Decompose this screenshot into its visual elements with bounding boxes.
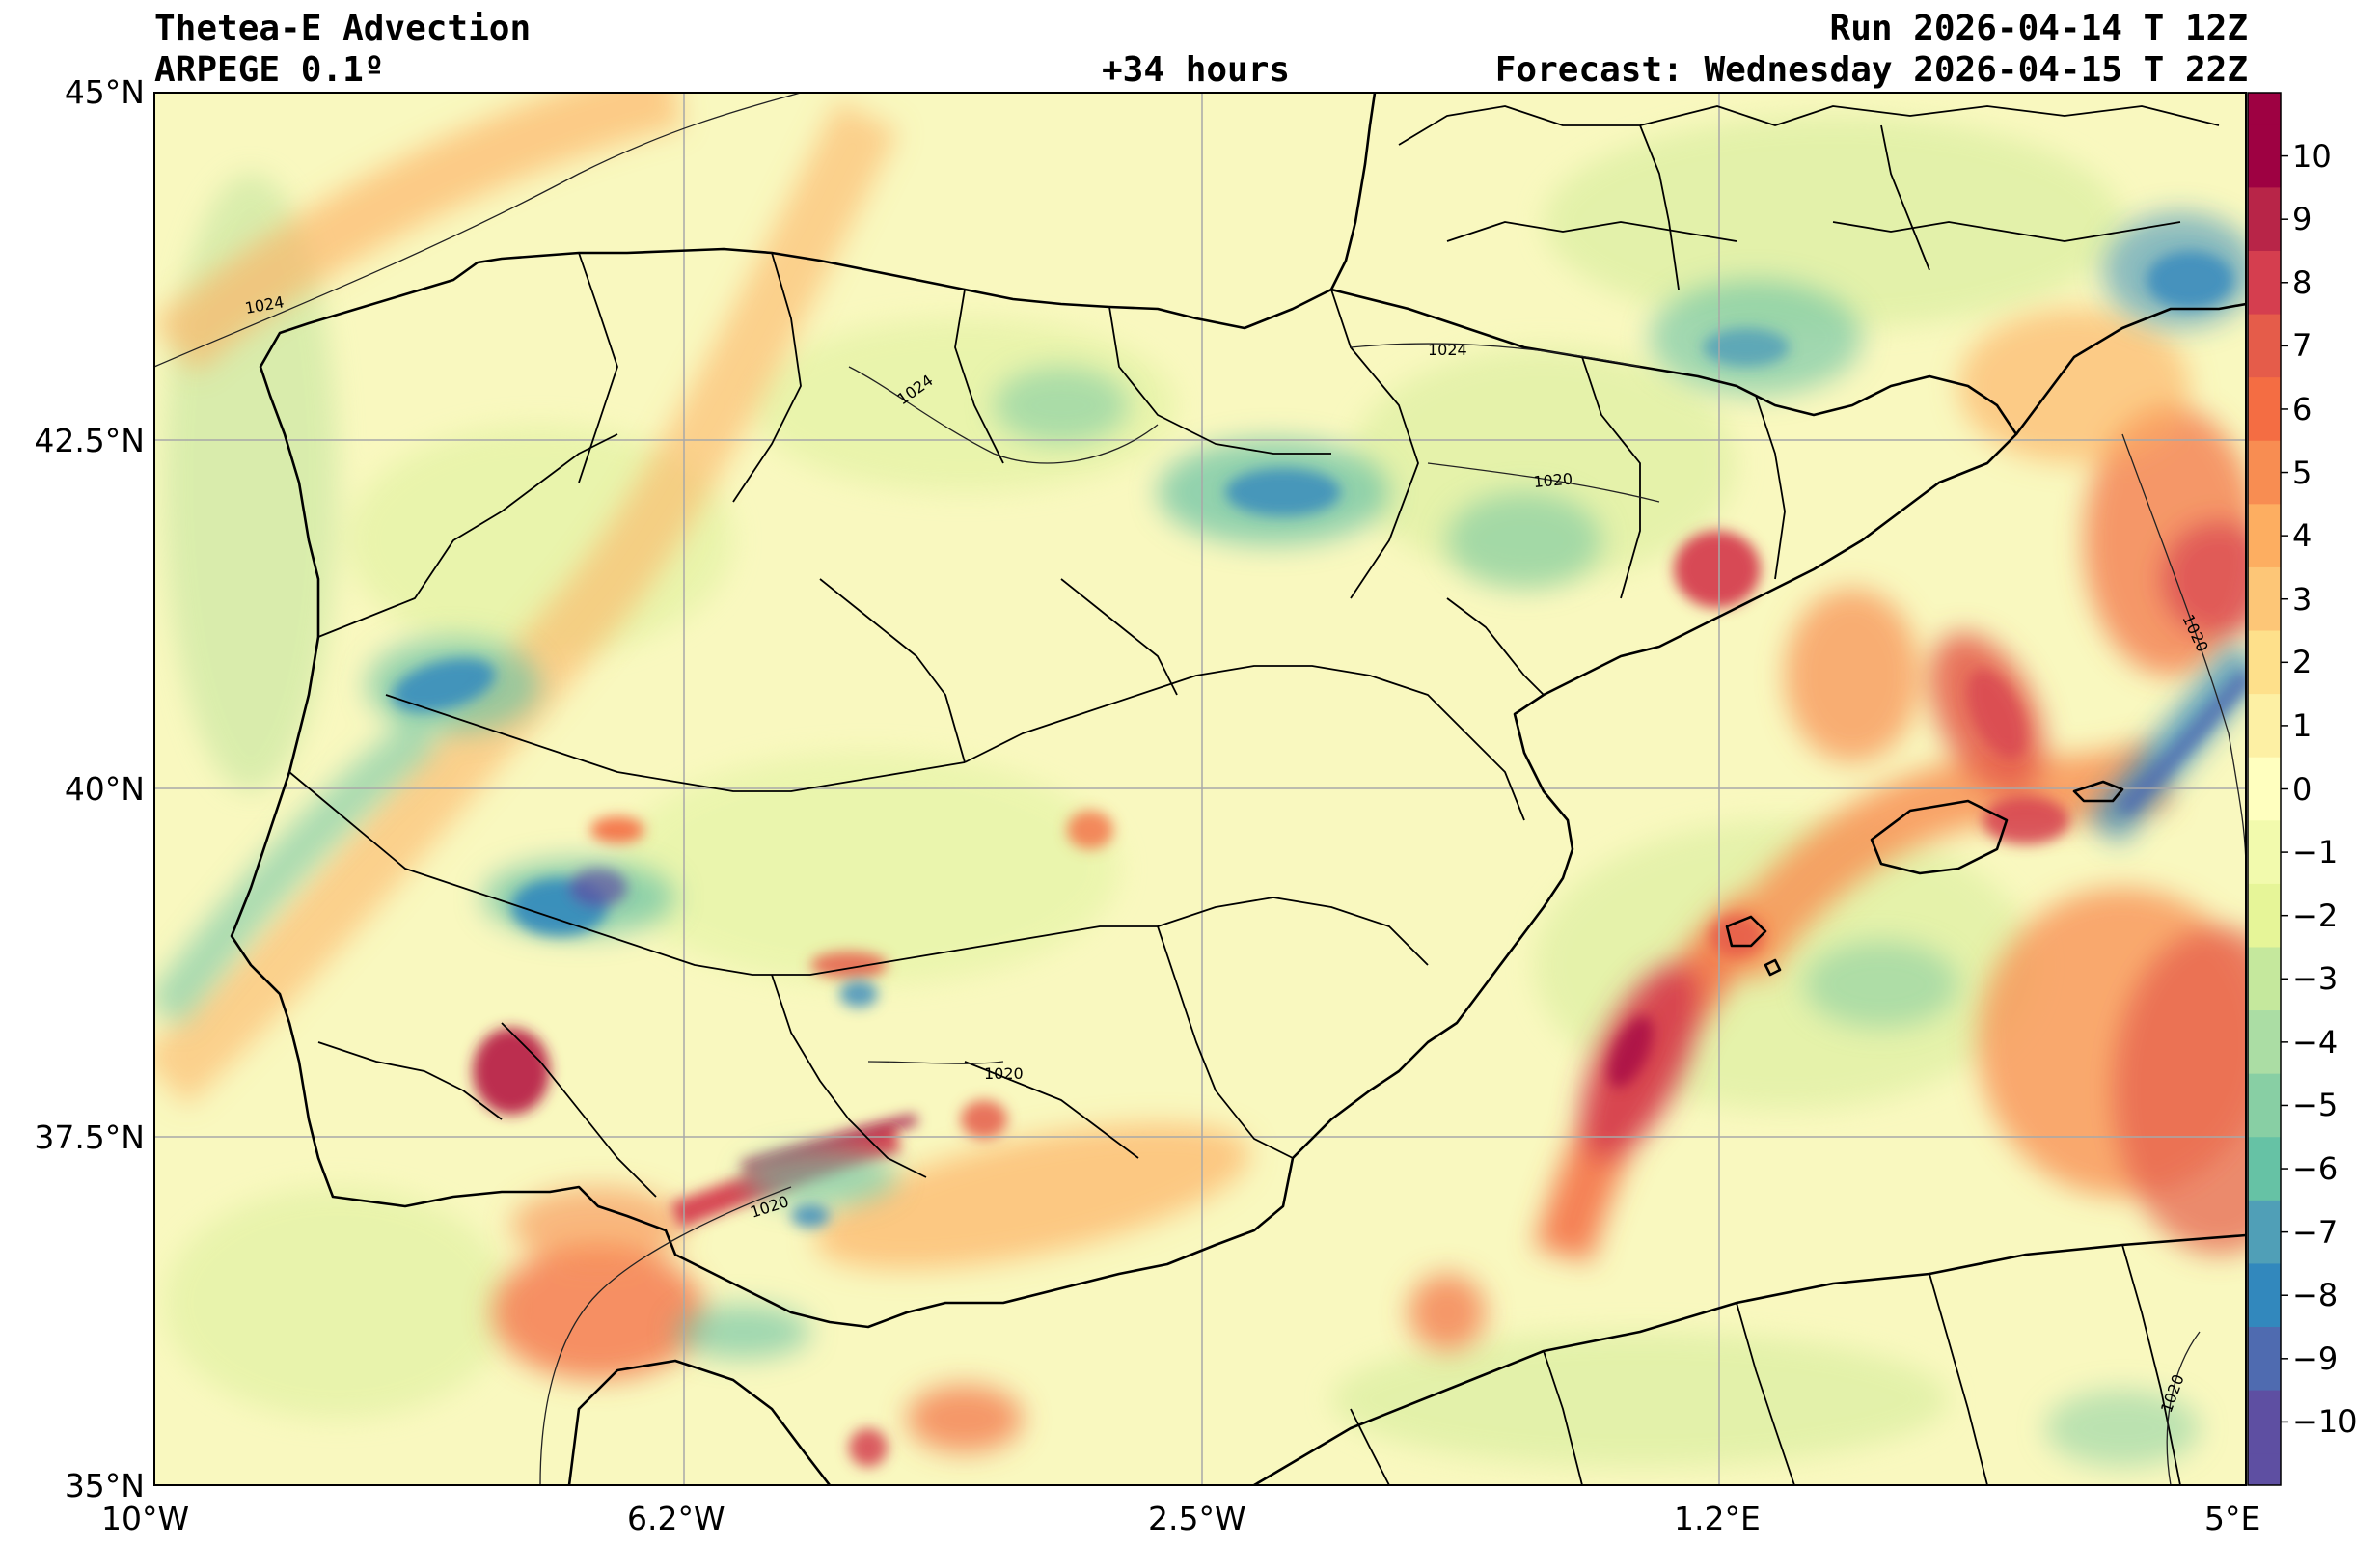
run-label: Run 2026-04-14 T 12Z	[1829, 9, 2248, 48]
colorbar-segment	[2248, 566, 2281, 632]
colorbar-tick-label: −8	[2292, 1277, 2339, 1314]
isobar-labels: 1024 1024 1024 1020 1020 1020 1020 1020	[243, 292, 2211, 1415]
colorbar-segment	[2248, 883, 2281, 949]
lat-label-35n: 35°N	[64, 1467, 145, 1505]
colorbar-tick-label: 5	[2292, 454, 2312, 491]
colorbar-tick-label: 6	[2292, 390, 2312, 428]
lat-label-37-5n: 37.5°N	[34, 1118, 145, 1156]
colorbar-tick-label: 9	[2292, 201, 2312, 238]
colorbar-segment	[2248, 820, 2281, 885]
colorbar-tick-label: −5	[2292, 1087, 2339, 1124]
colorbar-tick-label: 2	[2292, 644, 2312, 681]
colorbar-segment	[2248, 1263, 2281, 1328]
colorbar-segment	[2248, 250, 2281, 316]
lat-label-40n: 40°N	[64, 770, 145, 808]
isobar-label: 1020	[1533, 470, 1573, 491]
colorbar-segment	[2248, 314, 2281, 378]
lead-time-label: +34 hours	[1102, 50, 1291, 90]
colorbar-tick-label: 7	[2292, 327, 2312, 365]
colorbar-tick-label: 0	[2292, 770, 2312, 808]
colorbar-segment	[2248, 93, 2281, 125]
colorbar-tick-label: 10	[2292, 137, 2332, 175]
colorbar-tick-label: −4	[2292, 1023, 2339, 1061]
colorbar-tick-label: 4	[2292, 517, 2312, 555]
colorbar-segment	[2248, 187, 2281, 252]
lon-label-1-2e: 1.2°E	[1674, 1500, 1761, 1537]
lat-label-42-5n: 42.5°N	[34, 422, 145, 459]
lon-label-10w: 10°W	[101, 1500, 190, 1537]
colorbar-tick-label: −6	[2292, 1150, 2339, 1188]
colorbar-tick-label: 8	[2292, 263, 2312, 301]
colorbar-segment	[2248, 377, 2281, 442]
colorbar-segment	[2248, 1327, 2281, 1392]
colorbar-tick-label: −7	[2292, 1213, 2339, 1251]
colorbar-tick-label: −3	[2292, 960, 2339, 998]
model-label: ARPEGE 0.1º	[154, 50, 385, 90]
map-frame	[153, 92, 2247, 1486]
isobar-label: 1020	[984, 1064, 1024, 1083]
chart-title: Thetea-E Advection	[154, 9, 532, 48]
colorbar-tick-label: −1	[2292, 834, 2339, 871]
colorbar-segment	[2248, 947, 2281, 1011]
colorbar-tick-label: −2	[2292, 897, 2339, 934]
colorbar-segment	[2248, 694, 2281, 759]
colorbar-segment	[2248, 630, 2281, 695]
colorbar-tick-label: 1	[2292, 706, 2312, 744]
colorbar-segment	[2248, 1453, 2281, 1485]
colorbar-segment	[2248, 1390, 2281, 1454]
colorbar-tick-label: −10	[2292, 1403, 2358, 1441]
graticule	[154, 93, 2246, 1485]
isobars	[154, 93, 2246, 1485]
colorbar	[2247, 92, 2288, 1486]
colorbar-segment	[2248, 1200, 2281, 1265]
lon-label-5e: 5°E	[2204, 1500, 2261, 1537]
lat-label-45n: 45°N	[64, 73, 145, 111]
colorbar-tick-label: 3	[2292, 580, 2312, 618]
region-borders	[288, 105, 2220, 1485]
forecast-label: Forecast: Wednesday 2026-04-15 T 22Z	[1494, 50, 2248, 90]
isobar-label: 1024	[1428, 341, 1467, 359]
coastline	[230, 93, 2246, 1485]
lon-label-6-2w: 6.2°W	[627, 1500, 725, 1537]
colorbar-segment	[2248, 504, 2281, 568]
colorbar-segment	[2248, 124, 2281, 188]
colorbar-tick-label: −9	[2292, 1339, 2339, 1377]
colorbar-segment	[2248, 1010, 2281, 1075]
colorbar-segment	[2248, 1137, 2281, 1201]
lon-label-2-5w: 2.5°W	[1148, 1500, 1246, 1537]
colorbar-segment	[2248, 1073, 2281, 1138]
colorbar-segment	[2248, 440, 2281, 505]
colorbar-segment	[2248, 757, 2281, 821]
